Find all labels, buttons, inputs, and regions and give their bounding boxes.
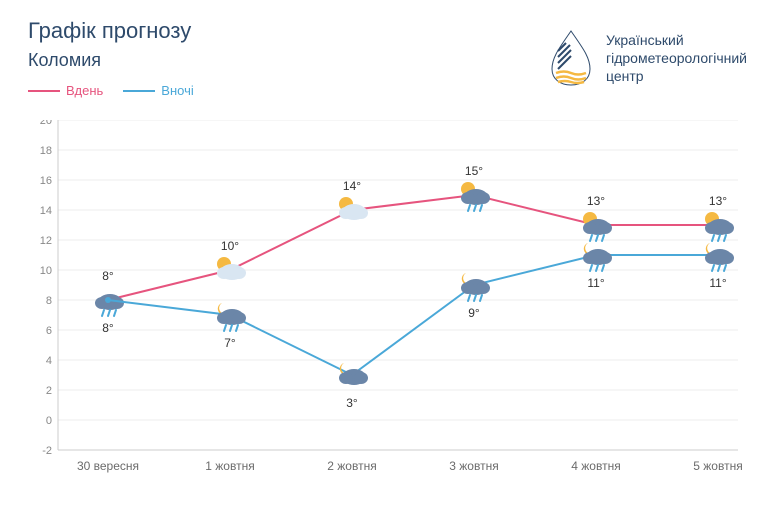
svg-text:3 жовтня: 3 жовтня (449, 459, 498, 473)
value-label-day: 13° (709, 194, 727, 208)
org-text: Український гідрометеорологічний центр (606, 31, 747, 86)
svg-text:6: 6 (46, 325, 52, 337)
svg-text:1 жовтня: 1 жовтня (205, 459, 254, 473)
value-label-night: 9° (468, 306, 480, 320)
svg-text:4 жовтня: 4 жовтня (571, 459, 620, 473)
svg-text:4: 4 (46, 355, 52, 367)
sun-cloud-rain-icon (583, 212, 612, 241)
moon-cloud-rain-icon (583, 243, 612, 271)
value-label-night: 8° (102, 321, 114, 335)
svg-text:12: 12 (40, 235, 52, 247)
svg-text:30 вересня: 30 вересня (77, 459, 139, 473)
value-label-day: 13° (587, 194, 605, 208)
sun-cloud-rain-icon (461, 182, 490, 211)
sun-cloud-icon (339, 197, 368, 220)
org-block: Український гідрометеорологічний центр (548, 18, 747, 98)
legend-night: Вночі (123, 83, 193, 98)
moon-cloud-rain-icon (217, 303, 246, 331)
chart-title: Графік прогнозу (28, 18, 194, 44)
moon-cloud-rain-icon (705, 243, 734, 271)
chart-svg: -2 0 2 4 6 8 10 12 14 16 18 20 30 вересня 1 жовтня 2 ж… (28, 120, 748, 490)
svg-text:10: 10 (40, 265, 52, 277)
value-label-night: 11° (587, 276, 604, 290)
sun-cloud-icon (217, 257, 246, 280)
org-line3: центр (606, 67, 747, 85)
svg-text:2 жовтня: 2 жовтня (327, 459, 376, 473)
chart: -2 0 2 4 6 8 10 12 14 16 18 20 30 вересня 1 жовтня 2 ж… (28, 120, 748, 490)
legend-day-label: Вдень (66, 83, 103, 98)
svg-text:20: 20 (40, 120, 52, 127)
svg-text:14: 14 (40, 205, 52, 217)
svg-text:2: 2 (46, 385, 52, 397)
svg-text:18: 18 (40, 145, 52, 157)
header: Графік прогнозу Коломия Вдень Вночі (0, 0, 775, 98)
svg-text:-2: -2 (42, 445, 52, 457)
svg-text:16: 16 (40, 175, 52, 187)
value-label-day: 8° (102, 269, 114, 283)
legend-night-label: Вночі (161, 83, 193, 98)
value-label-night: 7° (224, 336, 236, 350)
marker-night (105, 297, 111, 303)
legend-day: Вдень (28, 83, 103, 98)
legend-night-swatch (123, 90, 155, 92)
svg-text:8: 8 (46, 295, 52, 307)
value-label-day: 14° (343, 179, 361, 193)
svg-text:5 жовтня: 5 жовтня (693, 459, 742, 473)
org-line1: Український (606, 31, 747, 49)
value-label-night: 11° (709, 276, 726, 290)
rain-cloud-icon (95, 294, 124, 316)
line-day (108, 195, 718, 300)
legend: Вдень Вночі (28, 83, 194, 98)
sun-cloud-rain-icon (705, 212, 734, 241)
line-night (108, 255, 718, 375)
chart-subtitle: Коломия (28, 50, 194, 71)
org-line2: гідрометеорологічний (606, 49, 747, 67)
moon-cloud-rain-icon (461, 273, 490, 301)
org-logo-icon (548, 29, 594, 87)
legend-day-swatch (28, 90, 60, 92)
value-label-day: 10° (221, 239, 239, 253)
svg-text:0: 0 (46, 415, 52, 427)
title-block: Графік прогнозу Коломия Вдень Вночі (28, 18, 194, 98)
value-label-day: 15° (465, 164, 483, 178)
value-label-night: 3° (346, 396, 358, 410)
